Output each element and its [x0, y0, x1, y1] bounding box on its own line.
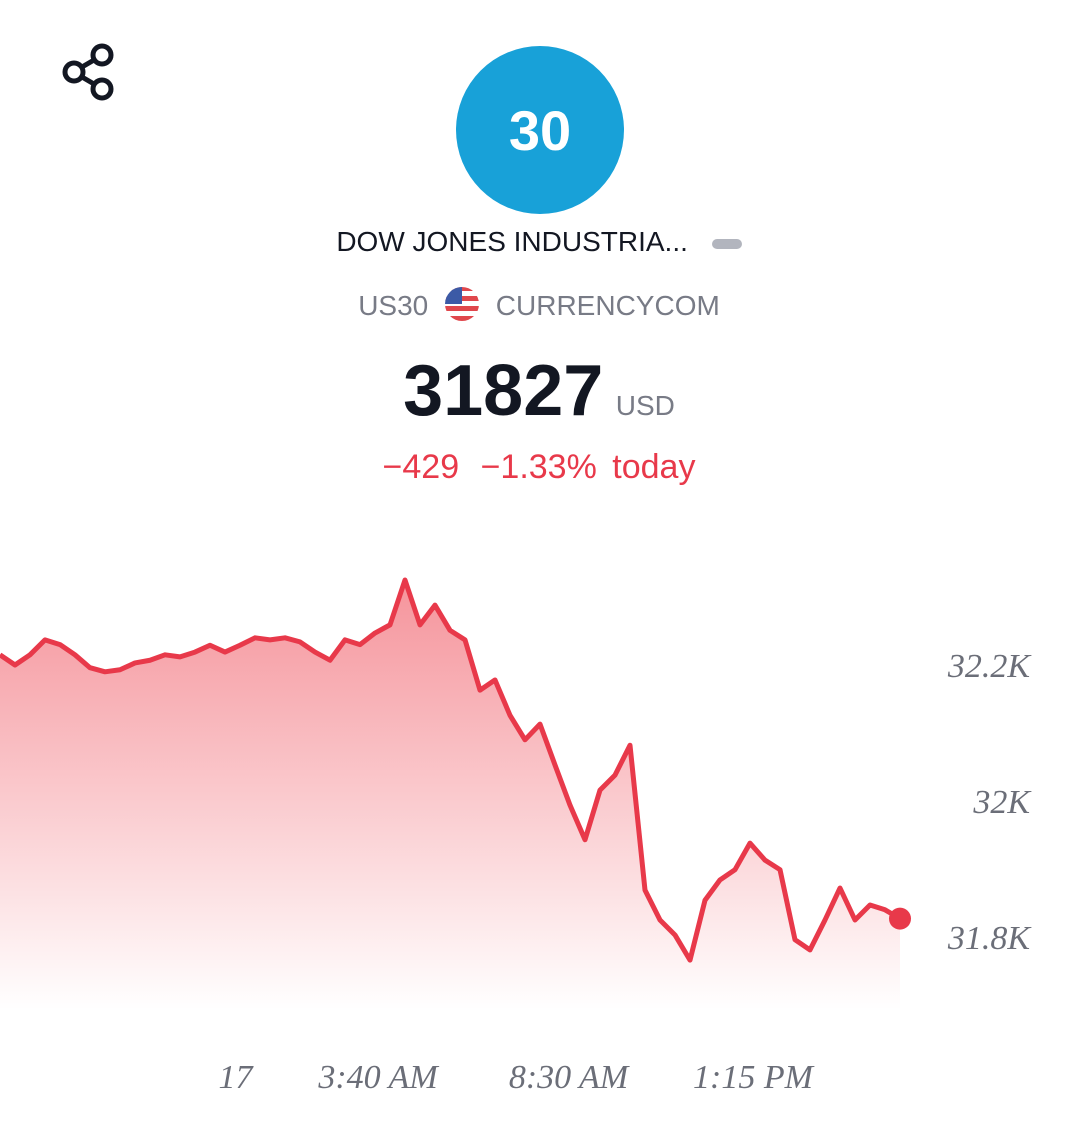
- period: today: [612, 448, 696, 486]
- change-row: −429 −1.33% today: [0, 448, 1078, 487]
- ticker: US30: [358, 290, 429, 321]
- area: [0, 580, 900, 1010]
- x-tick-label: 1:15 PM: [693, 1059, 815, 1096]
- share-button[interactable]: [60, 42, 120, 104]
- y-tick-label: 31.8K: [947, 920, 1033, 957]
- x-tick-label: 3:40 AM: [317, 1059, 439, 1096]
- change: −429: [382, 448, 460, 486]
- change-percent: −1.33%: [480, 448, 597, 486]
- y-tick-label: 32.2K: [947, 648, 1033, 685]
- sub-row: US30 CURRENCYCOM: [0, 286, 1078, 322]
- symbol-logo: 30: [456, 46, 624, 214]
- last-point: [889, 907, 911, 930]
- price-row: 31827 USD: [0, 350, 1078, 432]
- price: 31827: [403, 351, 604, 431]
- name-row: DOW JONES INDUSTRIA...: [0, 226, 1078, 258]
- symbol-name: DOW JONES INDUSTRIA...: [336, 226, 688, 257]
- price-line: [0, 577, 902, 963]
- status-pill: [711, 238, 742, 249]
- exchange: CURRENCYCOM: [495, 290, 720, 321]
- x-tick-label: 8:30 AM: [509, 1059, 630, 1096]
- y-tick-label: 32K: [972, 784, 1032, 821]
- x-tick-label: 17: [219, 1059, 255, 1096]
- flag-icon: [445, 287, 480, 321]
- currency: USD: [615, 390, 675, 421]
